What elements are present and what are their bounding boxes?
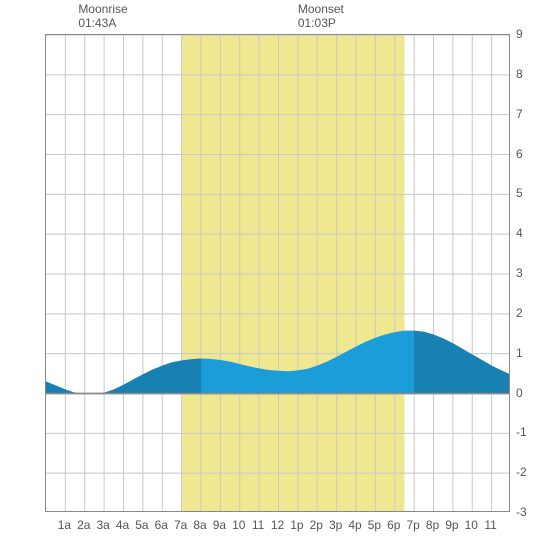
- x-tick-label: 8p: [426, 518, 439, 532]
- x-tick-label: 11: [252, 518, 264, 532]
- x-tick-label: 6a: [155, 518, 168, 532]
- y-tick-label: -3: [516, 505, 527, 519]
- x-tick-label: 6p: [387, 518, 400, 532]
- x-tick-label: 7a: [174, 518, 187, 532]
- moonrise-title: Moonrise: [78, 2, 127, 16]
- moonset-title: Moonset: [298, 2, 344, 16]
- y-tick-label: 6: [516, 147, 523, 161]
- y-tick-label: 0: [516, 386, 523, 400]
- x-tick-label: 3p: [329, 518, 342, 532]
- y-tick-label: 9: [516, 27, 523, 41]
- y-tick-label: -1: [516, 425, 527, 439]
- y-tick-label: 7: [516, 107, 523, 121]
- y-tick-label: -2: [516, 465, 527, 479]
- moonset-time: 01:03P: [298, 16, 336, 30]
- y-tick-label: 2: [516, 306, 523, 320]
- x-tick-label: 7p: [406, 518, 419, 532]
- y-tick-label: 5: [516, 186, 523, 200]
- tide-chart-container: Moonrise 01:43A Moonset 01:03P -3-2-1012…: [0, 0, 550, 550]
- x-tick-label: 4p: [348, 518, 361, 532]
- x-tick-label: 4a: [116, 518, 129, 532]
- x-tick-label: 5a: [135, 518, 148, 532]
- header-moonrise: Moonrise 01:43A: [78, 2, 127, 31]
- x-tick-label: 1a: [58, 518, 71, 532]
- x-tick-label: 9p: [445, 518, 458, 532]
- x-tick-label: 1p: [290, 518, 303, 532]
- y-tick-label: 1: [516, 346, 523, 360]
- x-tick-label: 11: [484, 518, 496, 532]
- y-tick-label: 8: [516, 67, 523, 81]
- x-tick-label: 10: [465, 518, 478, 532]
- x-tick-label: 3a: [96, 518, 109, 532]
- moonrise-time: 01:43A: [78, 16, 116, 30]
- x-tick-label: 2p: [310, 518, 323, 532]
- header-moonset: Moonset 01:03P: [298, 2, 344, 31]
- chart-plot-area: [45, 34, 510, 512]
- x-tick-label: 8a: [193, 518, 206, 532]
- x-tick-label: 12: [271, 518, 284, 532]
- y-tick-label: 4: [516, 226, 523, 240]
- x-tick-label: 5p: [368, 518, 381, 532]
- y-tick-label: 3: [516, 266, 523, 280]
- chart-svg: [46, 35, 510, 512]
- x-tick-label: 10: [232, 518, 245, 532]
- x-tick-label: 9a: [213, 518, 226, 532]
- x-tick-label: 2a: [77, 518, 90, 532]
